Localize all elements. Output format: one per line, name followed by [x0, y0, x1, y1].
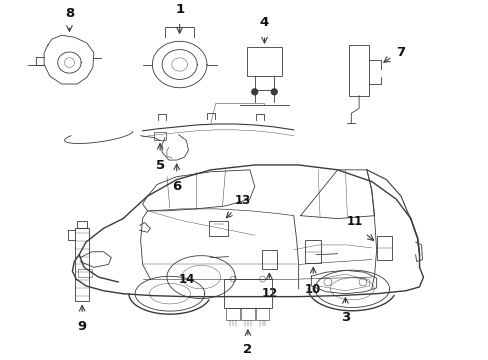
Text: 13: 13 — [234, 194, 250, 207]
Bar — [255, 308, 269, 320]
Text: 2: 2 — [243, 343, 252, 356]
Circle shape — [271, 89, 277, 95]
Text: 9: 9 — [78, 320, 86, 333]
Bar — [226, 308, 240, 320]
Bar — [305, 240, 321, 264]
Bar — [154, 132, 165, 140]
Text: 8: 8 — [65, 6, 74, 20]
Text: 4: 4 — [259, 17, 268, 30]
Bar — [246, 47, 282, 76]
Text: 3: 3 — [340, 311, 349, 324]
Text: 11: 11 — [346, 215, 362, 228]
Bar — [77, 221, 87, 228]
Text: 1: 1 — [175, 3, 184, 16]
Bar — [261, 250, 277, 269]
Text: 5: 5 — [155, 159, 164, 172]
Text: 7: 7 — [395, 46, 405, 59]
Text: 12: 12 — [261, 287, 277, 300]
Circle shape — [251, 89, 257, 95]
Text: 14: 14 — [178, 273, 194, 285]
Bar — [348, 45, 368, 96]
Text: 10: 10 — [305, 283, 321, 296]
Bar — [241, 308, 254, 320]
Text: 6: 6 — [172, 180, 181, 193]
Bar — [208, 221, 228, 236]
Bar — [376, 236, 391, 260]
Bar — [223, 279, 272, 308]
Bar — [75, 228, 89, 301]
